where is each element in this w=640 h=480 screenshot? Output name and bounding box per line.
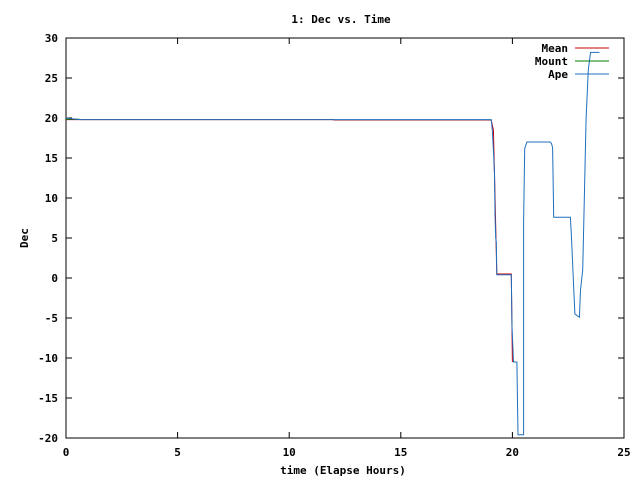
legend-label-ape: Ape <box>548 68 568 81</box>
y-tick-label: 5 <box>51 232 58 245</box>
chart-title: 1: Dec vs. Time <box>291 13 391 26</box>
x-tick-label: 20 <box>506 446 519 459</box>
series-line-mean <box>66 119 513 363</box>
plot-area-border <box>65 37 625 439</box>
y-tick-label: 10 <box>45 192 58 205</box>
y-tick-label: 30 <box>45 32 58 45</box>
y-tick-label: 25 <box>45 72 58 85</box>
series-line-ape <box>65 51 600 436</box>
y-tick-label: 15 <box>45 152 58 165</box>
legend-label-mean: Mean <box>542 42 569 55</box>
x-tick-label: 5 <box>174 446 181 459</box>
x-tick-label: 10 <box>283 446 296 459</box>
legend-label-mount: Mount <box>535 55 568 68</box>
plot-frame <box>65 37 625 439</box>
series-lines <box>65 51 600 436</box>
y-tick-label: -5 <box>45 312 58 325</box>
x-tick-label: 25 <box>617 446 630 459</box>
y-tick-label: -10 <box>38 352 58 365</box>
y-tick-label: 20 <box>45 112 58 125</box>
y-axis-label: Dec <box>18 228 31 248</box>
axis-ticks: 0 5 10 15 20 25 30 25 20 15 10 5 0 -5 -10 -15 -20 <box>38 32 631 459</box>
x-tick-label: 0 <box>63 446 70 459</box>
y-tick-label: -20 <box>38 432 58 445</box>
y-tick-label: 0 <box>51 272 58 285</box>
y-tick-label: -15 <box>38 392 58 405</box>
x-axis-label: time (Elapse Hours) <box>280 464 406 477</box>
x-tick-label: 15 <box>394 446 407 459</box>
